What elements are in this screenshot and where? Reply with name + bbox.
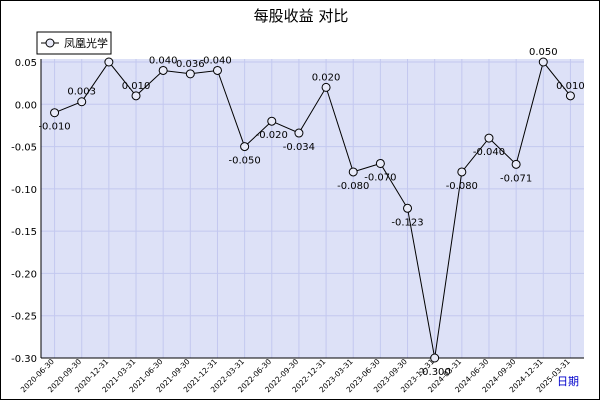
data-label: -0.071 — [500, 173, 532, 184]
data-label: 0.036 — [176, 59, 205, 70]
data-label: 0.040 — [149, 55, 178, 66]
legend-marker-symbol — [45, 38, 55, 48]
y-tick-label: -0.25 — [11, 312, 37, 323]
y-tick-label: -0.05 — [11, 143, 37, 154]
data-point — [403, 203, 413, 213]
data-label: -0.050 — [229, 156, 261, 167]
data-label: 0.010 — [122, 81, 151, 92]
plot-area — [41, 59, 584, 358]
data-label: -0.020 — [256, 130, 288, 141]
legend-label: 凤凰光学 — [64, 36, 108, 50]
data-point — [50, 108, 60, 118]
y-tick-label: -0.15 — [11, 227, 37, 238]
y-tick-label: -0.30 — [11, 354, 37, 365]
series-line — [54, 60, 571, 359]
data-point — [267, 116, 277, 126]
data-point — [158, 65, 168, 75]
data-point — [511, 159, 521, 169]
data-point — [294, 128, 304, 138]
y-tick-label: 0.00 — [15, 100, 37, 111]
data-label: 0.050 — [529, 47, 558, 58]
data-label: 0.040 — [203, 55, 232, 66]
data-point — [185, 69, 195, 79]
x-axis-label: 日期 — [557, 375, 579, 388]
data-point — [77, 97, 87, 107]
data-point — [240, 142, 250, 152]
data-label: -0.010 — [38, 122, 70, 133]
legend: 凤凰光学 — [36, 31, 112, 55]
data-point — [321, 82, 331, 92]
data-point — [457, 167, 467, 177]
data-label: 0.010 — [556, 81, 585, 92]
data-point — [565, 91, 575, 101]
data-label: -0.034 — [283, 142, 315, 153]
data-label: 0.003 — [67, 87, 96, 98]
data-label: -0.040 — [473, 147, 505, 158]
data-label: -0.123 — [391, 217, 423, 228]
data-label: -0.070 — [364, 172, 396, 183]
data-point — [212, 65, 222, 75]
data-point — [375, 158, 385, 168]
data-point — [348, 167, 358, 177]
data-label: -0.300 — [419, 367, 451, 378]
data-label: 0.020 — [312, 72, 341, 83]
chart-title: 每股收益 对比 — [254, 7, 349, 25]
data-point — [430, 353, 440, 363]
y-tick-label: -0.10 — [11, 185, 37, 196]
y-tick-label: 0.05 — [15, 58, 37, 69]
legend-box — [36, 31, 112, 55]
data-label: -0.080 — [446, 181, 478, 192]
data-point — [538, 57, 548, 67]
data-point — [104, 57, 114, 67]
data-point — [131, 91, 141, 101]
y-tick-label: -0.20 — [11, 269, 37, 280]
data-label: -0.080 — [337, 181, 369, 192]
data-point — [484, 133, 494, 143]
